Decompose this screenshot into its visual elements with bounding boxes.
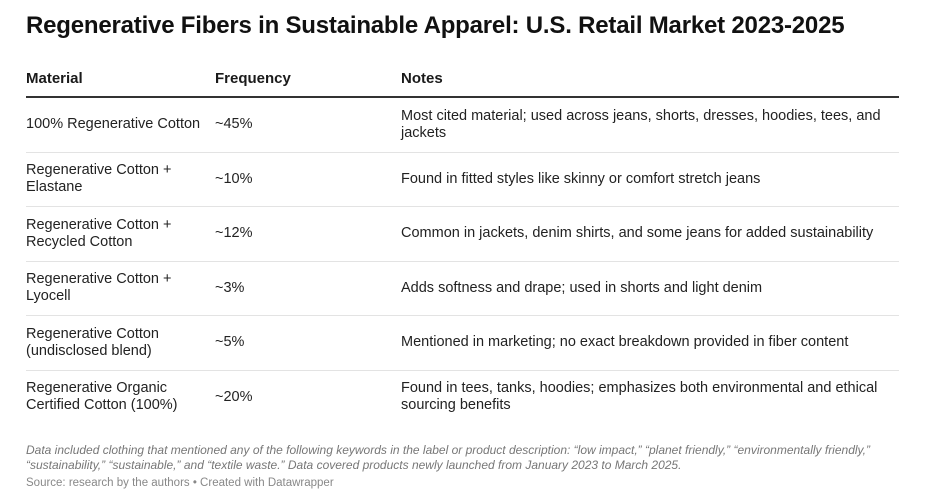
table-header-row: Material Frequency Notes (26, 60, 899, 98)
material-cell: 100% Regenerative Cotton (26, 97, 215, 153)
frequency-cell: ~3% (215, 261, 401, 316)
notes-cell: Found in tees, tanks, hoodies; emphasize… (401, 380, 878, 414)
chart-footnote: Data included clothing that mentioned an… (26, 443, 870, 472)
notes-cell: Found in fitted styles like skinny or co… (401, 152, 899, 207)
table-row: Regenerative Cotton + Recycled Cotton ~1… (26, 206, 899, 262)
column-header-material: Material (26, 60, 215, 98)
frequency-cell: ~10% (215, 152, 401, 207)
table-row: Regenerative Cotton + Lyocell ~3% Adds s… (26, 261, 899, 316)
notes-cell: Most cited material; used across jeans, … (401, 97, 899, 153)
material-cell: Regenerative Cotton + Elastane (26, 152, 215, 207)
table-row: Regenerative Organic Certified Cotton (1… (26, 370, 899, 424)
frequency-cell: ~20% (215, 388, 253, 405)
column-header-notes: Notes (401, 60, 899, 98)
frequency-cell: ~45% (215, 97, 401, 153)
table-row: Regenerative Cotton (undisclosed blend) … (26, 315, 899, 371)
material-cell: Regenerative Cotton (undisclosed blend) (26, 315, 215, 371)
notes-cell: Mentioned in marketing; no exact breakdo… (401, 315, 899, 371)
chart-title: Regenerative Fibers in Sustainable Appar… (26, 12, 845, 39)
table-row: Regenerative Cotton + Elastane ~10% Foun… (26, 152, 899, 207)
frequency-cell: ~12% (215, 206, 401, 262)
column-header-frequency: Frequency (215, 60, 401, 98)
notes-cell: Adds softness and drape; used in shorts … (401, 261, 899, 316)
data-table: Material Frequency Notes 100% Regenerati… (26, 60, 899, 424)
table-row: 100% Regenerative Cotton ~45% Most cited… (26, 97, 899, 153)
notes-cell: Common in jackets, denim shirts, and som… (401, 206, 899, 262)
material-cell: Regenerative Cotton + Recycled Cotton (26, 206, 215, 262)
material-cell: Regenerative Organic Certified Cotton (1… (26, 380, 178, 414)
material-cell: Regenerative Cotton + Lyocell (26, 261, 215, 316)
frequency-cell: ~5% (215, 315, 401, 371)
source-credit: Source: research by the authors • Create… (26, 477, 334, 489)
